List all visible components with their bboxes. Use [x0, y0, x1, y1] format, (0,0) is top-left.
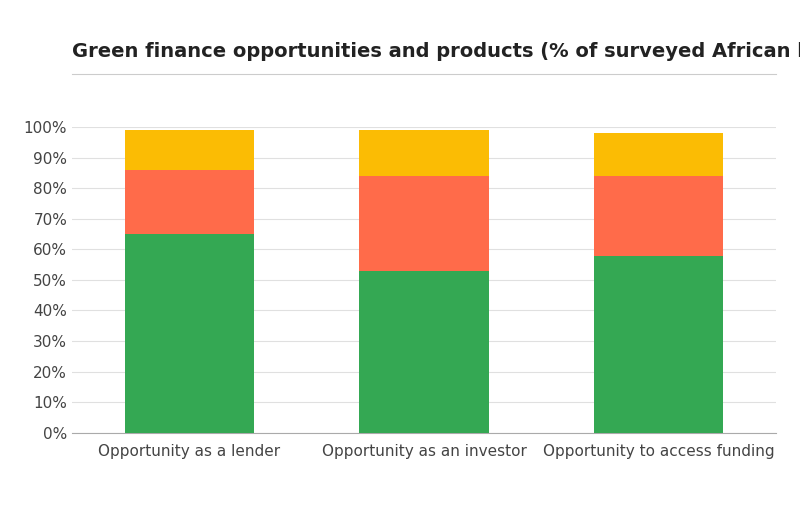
- Bar: [359, 271, 489, 433]
- Legend: Yes, No, No answer: Yes, No, No answer: [284, 507, 564, 509]
- Bar: [594, 256, 723, 433]
- Bar: [125, 170, 254, 234]
- Bar: [594, 133, 723, 176]
- Bar: [594, 176, 723, 256]
- Text: Green finance opportunities and products (% of surveyed African banks): Green finance opportunities and products…: [72, 42, 800, 61]
- Bar: [125, 234, 254, 433]
- Bar: [359, 130, 489, 176]
- Bar: [125, 130, 254, 170]
- Bar: [359, 176, 489, 271]
